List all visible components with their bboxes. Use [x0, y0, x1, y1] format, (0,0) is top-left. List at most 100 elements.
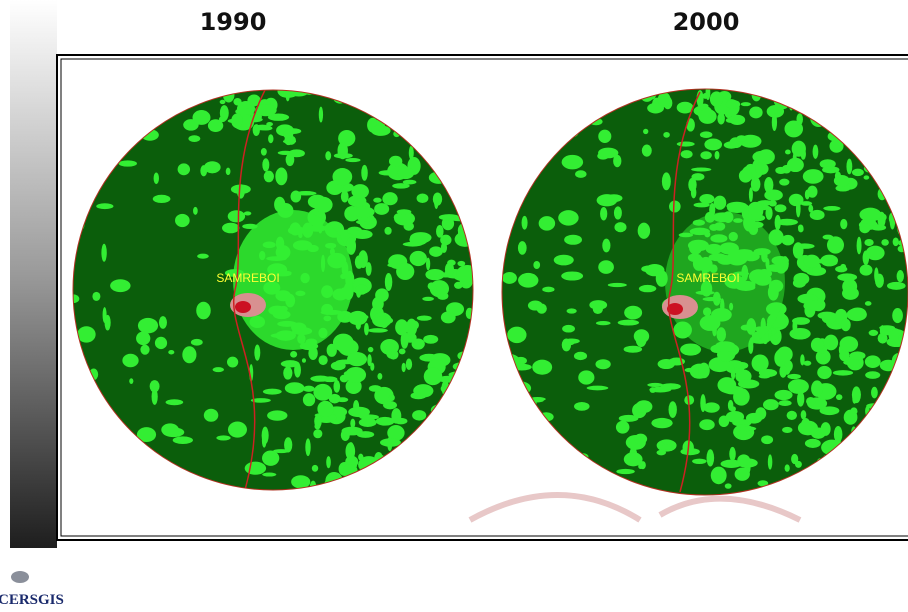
- place-label: SAMREBOI: [216, 271, 279, 285]
- land-patch: [804, 255, 820, 268]
- land-patch: [129, 378, 133, 384]
- land-patch: [764, 177, 773, 193]
- land-patch: [711, 467, 727, 485]
- land-patch: [735, 467, 750, 480]
- land-patch: [789, 131, 800, 136]
- land-patch: [502, 272, 517, 284]
- land-patch: [865, 355, 881, 368]
- land-patch: [775, 390, 793, 400]
- land-patch: [159, 316, 167, 329]
- land-patch: [618, 320, 639, 326]
- land-patch: [373, 198, 381, 203]
- land-patch: [736, 362, 748, 369]
- land-patch: [305, 438, 310, 456]
- land-patch: [397, 167, 414, 179]
- land-patch: [196, 302, 211, 320]
- land-patch: [642, 145, 652, 157]
- land-patch: [429, 246, 443, 257]
- land-patch: [351, 184, 368, 199]
- land-patch: [650, 387, 656, 393]
- land-patch: [643, 129, 648, 134]
- land-patch: [768, 454, 773, 469]
- land-patch: [820, 406, 840, 415]
- land-patch: [729, 115, 745, 125]
- sidebar: [10, 0, 57, 548]
- land-patch: [314, 197, 333, 213]
- land-patch: [871, 224, 886, 230]
- year-title: 1990: [200, 8, 267, 36]
- land-patch: [897, 270, 904, 282]
- land-patch: [275, 167, 287, 185]
- land-patch: [844, 410, 858, 425]
- land-patch: [312, 377, 323, 382]
- land-patch: [864, 175, 870, 179]
- land-patch: [634, 329, 649, 343]
- land-patch: [387, 350, 392, 357]
- land-patch: [356, 320, 361, 330]
- land-patch: [785, 150, 791, 155]
- land-patch: [554, 255, 574, 266]
- land-patch: [319, 107, 323, 123]
- land-patch: [377, 373, 382, 380]
- land-patch: [402, 363, 406, 372]
- land-patch: [228, 421, 247, 437]
- land-patch: [188, 135, 200, 142]
- land-patch: [345, 158, 360, 162]
- land-patch: [237, 184, 245, 198]
- land-patch: [399, 349, 406, 355]
- land-patch: [759, 369, 777, 377]
- land-patch: [110, 279, 130, 292]
- land-patch: [357, 431, 374, 438]
- land-patch: [871, 387, 878, 399]
- land-patch: [647, 383, 663, 387]
- land-patch: [724, 141, 739, 148]
- land-patch: [803, 169, 824, 184]
- land-patch: [412, 410, 426, 420]
- land-patch: [384, 227, 391, 235]
- land-patch: [173, 436, 193, 444]
- land-patch: [702, 93, 708, 99]
- land-patch: [233, 98, 241, 106]
- land-patch: [772, 113, 777, 131]
- land-patch: [755, 163, 768, 175]
- land-patch: [245, 462, 266, 475]
- land-patch: [371, 125, 391, 136]
- land-patch: [729, 447, 736, 461]
- land-patch: [103, 307, 107, 323]
- land-patch: [598, 130, 611, 143]
- land-patch: [792, 317, 810, 325]
- land-patch: [403, 222, 414, 231]
- land-patch: [303, 386, 315, 392]
- land-patch: [334, 153, 353, 159]
- land-patch: [542, 287, 554, 293]
- land-patch: [410, 321, 419, 330]
- land-patch: [77, 326, 95, 342]
- land-patch: [562, 325, 575, 333]
- land-patch: [700, 131, 713, 138]
- land-patch: [717, 113, 725, 125]
- land-patch: [865, 371, 880, 379]
- land-patch: [796, 200, 801, 217]
- land-patch: [260, 126, 273, 131]
- land-patch: [428, 282, 436, 289]
- land-patch: [638, 223, 650, 239]
- land-patch: [728, 400, 733, 411]
- land-patch: [727, 204, 747, 213]
- land-patch: [92, 292, 100, 301]
- land-patch: [227, 357, 238, 368]
- land-patch: [367, 354, 371, 366]
- land-patch: [801, 410, 807, 419]
- land-patch: [564, 235, 582, 245]
- land-patch: [798, 226, 804, 233]
- land-patch: [532, 360, 552, 375]
- land-patch: [395, 319, 408, 335]
- land-patch: [779, 365, 786, 378]
- land-patch: [882, 214, 887, 220]
- land-patch: [191, 339, 203, 346]
- land-patch: [692, 459, 707, 464]
- land-patch: [410, 251, 427, 266]
- land-patch: [640, 461, 646, 469]
- land-patch: [347, 352, 367, 366]
- land-patch: [366, 262, 372, 276]
- land-patch: [368, 328, 388, 333]
